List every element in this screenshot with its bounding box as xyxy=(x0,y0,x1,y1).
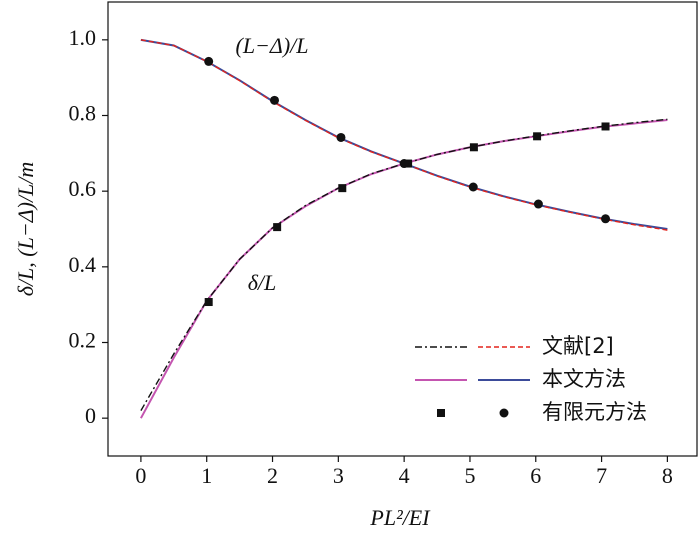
marker xyxy=(204,56,214,66)
marker xyxy=(601,214,611,224)
marker xyxy=(533,132,542,141)
marker xyxy=(273,223,282,232)
legend-label: 本文方法 xyxy=(542,367,626,391)
legend-label: 有限元方法 xyxy=(542,400,647,424)
x-tick-label: 5 xyxy=(464,463,475,488)
y-tick-label: 0.8 xyxy=(69,101,97,126)
x-tick-label: 3 xyxy=(333,463,344,488)
marker xyxy=(204,298,213,307)
marker xyxy=(269,95,279,105)
y-tick-label: 0.2 xyxy=(69,328,97,353)
x-tick-label: 8 xyxy=(662,463,673,488)
y-tick-label: 0.4 xyxy=(69,252,97,277)
y-axis-label: δ/L, (L−Δ)/L/m xyxy=(13,162,38,297)
legend-label: 文献[2] xyxy=(542,334,614,358)
curve xyxy=(140,39,668,231)
x-tick-label: 6 xyxy=(530,463,541,488)
plot-frame xyxy=(107,1,698,457)
marker xyxy=(336,132,346,142)
legend-swatch xyxy=(499,408,509,418)
x-tick-label: 2 xyxy=(267,463,278,488)
y-tick-label: 0 xyxy=(85,403,96,428)
x-tick-label: 7 xyxy=(596,463,607,488)
marker xyxy=(469,143,478,152)
marker xyxy=(338,184,347,193)
curve xyxy=(140,38,668,230)
marker xyxy=(399,159,409,169)
x-tick-label: 4 xyxy=(399,463,410,488)
x-tick-label: 0 xyxy=(135,463,146,488)
y-tick-label: 0.6 xyxy=(69,176,97,201)
marker xyxy=(601,122,610,131)
x-axis-label: PL²/EI xyxy=(369,505,431,530)
x-tick-label: 1 xyxy=(201,463,212,488)
curve-label: (L−Δ)/L xyxy=(236,33,309,58)
marker xyxy=(533,199,543,209)
curve-label: δ/L xyxy=(248,270,277,295)
y-tick-label: 1.0 xyxy=(69,25,97,50)
legend-swatch xyxy=(437,409,445,417)
marker xyxy=(468,182,478,192)
